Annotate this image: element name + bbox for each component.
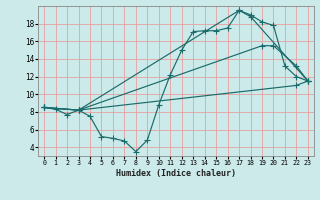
X-axis label: Humidex (Indice chaleur): Humidex (Indice chaleur) <box>116 169 236 178</box>
